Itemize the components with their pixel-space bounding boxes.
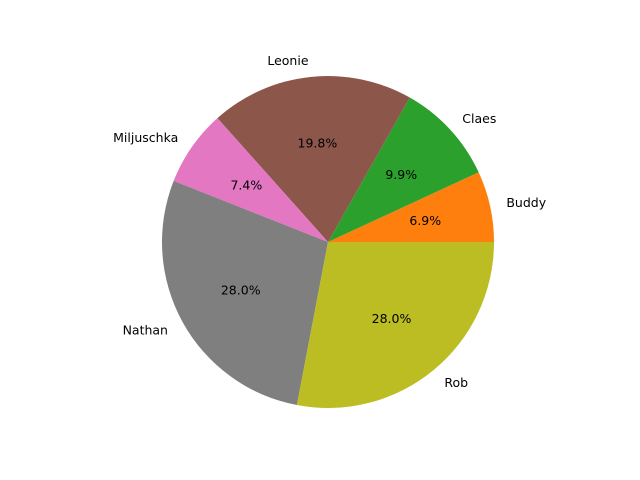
percent-label-rob: 28.0% xyxy=(372,311,412,326)
percent-label-claes: 9.9% xyxy=(385,167,417,182)
percent-label-buddy: 6.9% xyxy=(409,213,441,228)
category-label-claes: Claes xyxy=(462,111,496,126)
pie-slice-buddy xyxy=(328,172,494,242)
category-label-nathan: Nathan xyxy=(123,322,168,337)
pie-slice-leonie xyxy=(217,75,410,242)
pie-slice-rob xyxy=(296,242,494,409)
category-label-rob: Rob xyxy=(444,375,468,390)
category-label-miljuschka: Miljuschka xyxy=(113,130,178,145)
pie-slice-nathan xyxy=(162,180,328,406)
percent-labels: 6.9% 9.9% 19.8% 7.4% 28.0% 28.0% xyxy=(221,135,441,326)
percent-label-nathan: 28.0% xyxy=(221,282,261,297)
percent-label-miljuschka: 7.4% xyxy=(230,177,262,192)
category-labels: Buddy Claes Leonie Miljuschka Nathan Rob xyxy=(113,53,547,390)
category-label-leonie: Leonie xyxy=(267,53,308,68)
percent-label-leonie: 19.8% xyxy=(298,135,338,150)
pie-slices xyxy=(162,75,494,409)
pie-slice-miljuschka xyxy=(173,118,328,242)
category-label-buddy: Buddy xyxy=(506,195,546,210)
pie-slice-claes xyxy=(328,97,479,242)
